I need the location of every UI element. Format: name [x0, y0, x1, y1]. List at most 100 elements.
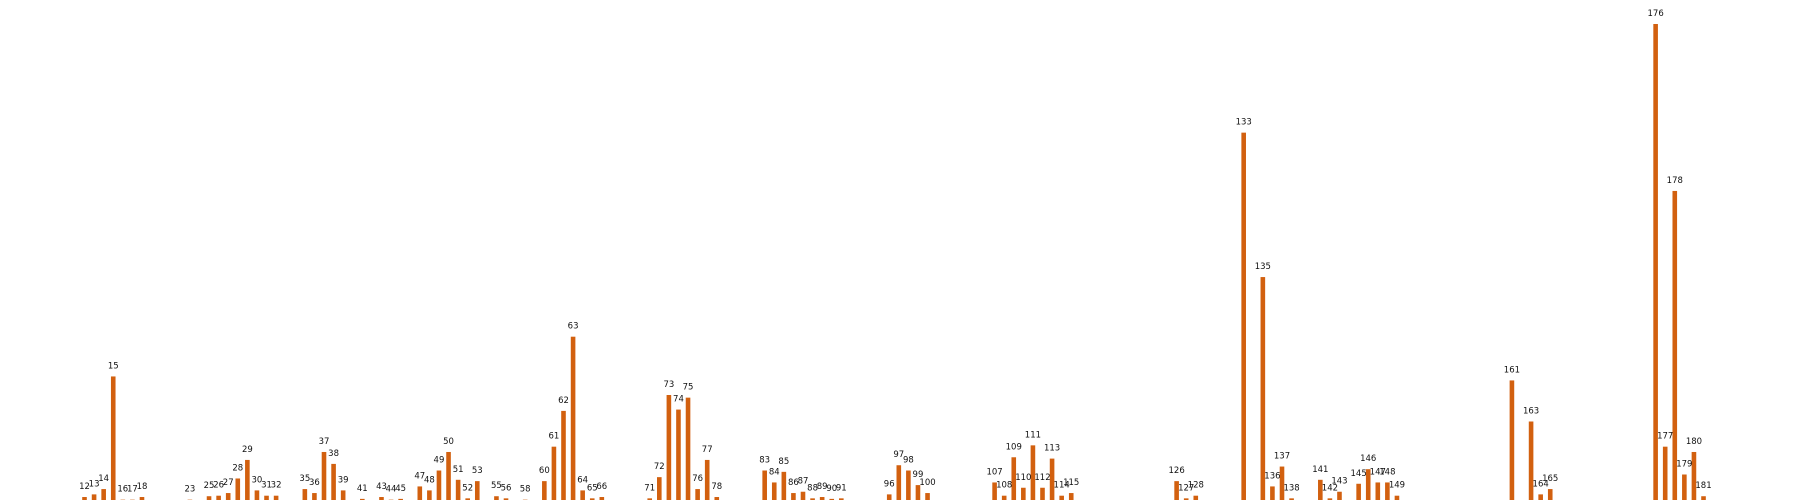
bar-label-78: 78: [711, 482, 722, 492]
bar-label-109: 109: [1006, 442, 1022, 452]
bar-107: [992, 482, 997, 500]
bar-87: [800, 491, 806, 500]
bar-label-58: 58: [520, 485, 531, 495]
bar-label-44: 44: [386, 485, 397, 495]
bar-label-27: 27: [223, 478, 234, 488]
bar-label-64: 64: [577, 475, 588, 485]
bar-49: [436, 470, 442, 500]
bar-label-111: 111: [1025, 430, 1041, 440]
bar-label-35: 35: [299, 474, 310, 484]
bar-84: [771, 482, 777, 500]
bar-label-29: 29: [242, 445, 253, 455]
bar-label-62: 62: [558, 396, 569, 406]
bar-label-108: 108: [996, 481, 1012, 491]
bar-label-52: 52: [462, 483, 473, 493]
bar-165: [1547, 489, 1553, 500]
bar-label-137: 137: [1274, 452, 1290, 462]
bar-label-76: 76: [692, 474, 703, 484]
bar-73: [666, 395, 672, 500]
bar-label-39: 39: [338, 475, 349, 485]
bar-127: [1183, 498, 1189, 500]
bar-29: [245, 459, 250, 500]
bar-13: [91, 494, 97, 500]
bar-label-133: 133: [1236, 118, 1252, 128]
bar-91: [839, 498, 844, 500]
bar-180: [1691, 451, 1697, 500]
bar-47: [417, 486, 423, 500]
bar-label-47: 47: [414, 471, 425, 481]
bar-label-25: 25: [204, 481, 215, 491]
bar-label-55: 55: [491, 481, 502, 491]
bar-label-136: 136: [1264, 471, 1280, 481]
bar-label-18: 18: [137, 482, 148, 492]
bar-133: [1241, 132, 1246, 500]
bar-114: [1059, 495, 1064, 500]
bar-76: [695, 489, 700, 500]
bar-label-71: 71: [644, 483, 655, 493]
bar-62: [561, 410, 566, 500]
bar-15: [110, 376, 116, 500]
bar-18: [139, 497, 145, 500]
bar-label-128: 128: [1188, 481, 1204, 491]
bar-label-53: 53: [472, 466, 483, 476]
bar-label-83: 83: [759, 456, 770, 466]
bar-label-13: 13: [89, 479, 100, 489]
bar-108: [1001, 495, 1007, 500]
bar-label-98: 98: [903, 456, 914, 466]
bar-label-179: 179: [1676, 460, 1692, 470]
bar-74: [676, 409, 681, 500]
bar-label-28: 28: [232, 463, 243, 473]
bar-label-32: 32: [271, 481, 282, 491]
bar-label-74: 74: [673, 395, 684, 405]
bar-label-165: 165: [1542, 474, 1558, 484]
bar-label-43: 43: [376, 482, 387, 492]
bar-label-149: 149: [1389, 481, 1405, 491]
bar-145: [1356, 483, 1361, 500]
bar-89: [819, 497, 825, 500]
bar-label-85: 85: [778, 457, 789, 467]
bar-112: [1040, 487, 1045, 500]
bar-label-178: 178: [1667, 176, 1683, 186]
bar-177: [1662, 446, 1668, 500]
bar-72: [657, 477, 662, 500]
bar-label-16: 16: [117, 485, 128, 495]
bar-39: [340, 490, 346, 500]
bar-label-41: 41: [357, 484, 368, 494]
bar-label-115: 115: [1063, 478, 1079, 488]
bar-label-135: 135: [1255, 262, 1271, 272]
bar-label-112: 112: [1034, 473, 1050, 483]
bar-label-146: 146: [1360, 454, 1376, 464]
bar-85: [781, 471, 787, 500]
bar-12: [82, 497, 87, 500]
bar-115: [1068, 493, 1074, 500]
bar-64: [580, 490, 585, 500]
bar-66: [599, 497, 605, 500]
bar-label-148: 148: [1379, 467, 1395, 477]
bar-label-31: 31: [261, 481, 272, 491]
bar-label-147: 147: [1370, 467, 1386, 477]
bar-36: [312, 493, 317, 500]
bar-label-107: 107: [986, 467, 1002, 477]
bar-98: [906, 470, 911, 500]
bar-88: [810, 498, 815, 500]
bar-label-143: 143: [1331, 477, 1347, 487]
bar-110: [1021, 487, 1026, 500]
bar-label-161: 161: [1504, 365, 1520, 375]
bar-143: [1337, 491, 1342, 500]
bar-163: [1528, 421, 1534, 500]
bar-label-110: 110: [1015, 473, 1031, 483]
bar-label-181: 181: [1695, 481, 1711, 491]
bar-141: [1318, 479, 1323, 500]
bar-label-17: 17: [127, 485, 138, 495]
bar-label-30: 30: [252, 475, 263, 485]
bar-30: [254, 490, 260, 500]
bar-61: [551, 446, 557, 500]
bar-37: [321, 451, 327, 500]
bar-label-26: 26: [213, 481, 224, 491]
bar-135: [1260, 277, 1266, 500]
bar-138: [1289, 498, 1294, 500]
bar-label-51: 51: [453, 465, 464, 475]
bar-label-176: 176: [1648, 9, 1664, 19]
bar-label-49: 49: [434, 456, 445, 466]
bar-label-45: 45: [395, 484, 406, 494]
